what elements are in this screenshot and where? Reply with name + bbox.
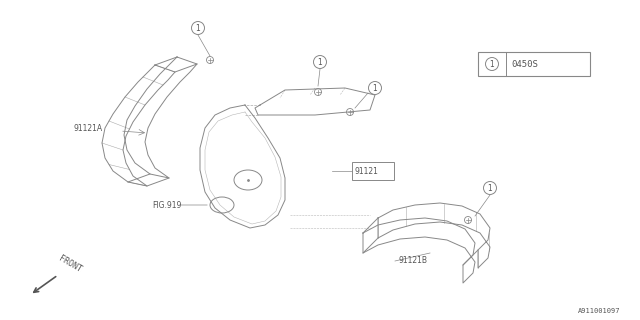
Text: 0450S: 0450S <box>511 60 538 68</box>
Text: 1: 1 <box>488 183 492 193</box>
Text: FRONT: FRONT <box>57 254 83 274</box>
Text: 1: 1 <box>372 84 378 92</box>
Bar <box>352 162 394 180</box>
Text: 91121: 91121 <box>354 166 378 175</box>
Bar <box>478 52 590 76</box>
Text: 1: 1 <box>196 23 200 33</box>
Text: 91121A: 91121A <box>73 124 102 133</box>
Text: 1: 1 <box>490 60 494 68</box>
Text: 91121B: 91121B <box>398 256 427 265</box>
Text: A911001097: A911001097 <box>577 308 620 314</box>
Text: 1: 1 <box>317 58 323 67</box>
Text: FIG.919: FIG.919 <box>152 201 181 210</box>
